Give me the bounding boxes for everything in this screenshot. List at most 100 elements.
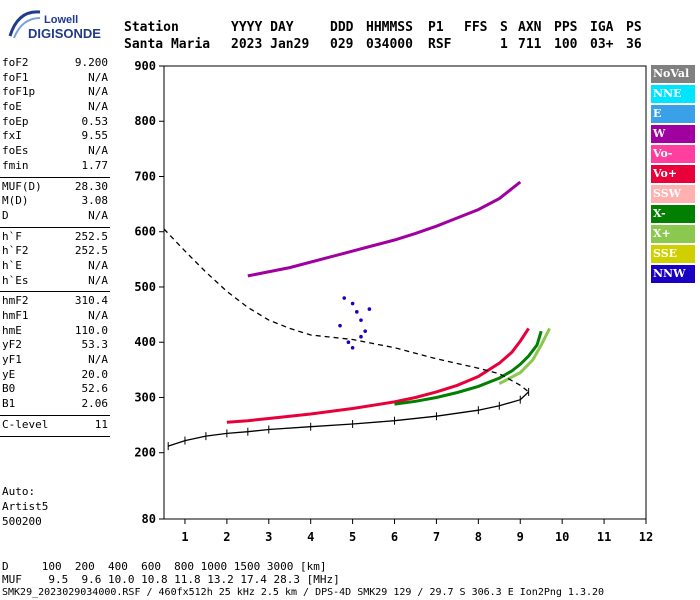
param-row: hmF1 N/A <box>0 309 112 324</box>
x-tick-label: 1 <box>181 530 188 544</box>
param-row: yF1 N/A <box>0 353 112 368</box>
x-tick-label: 3 <box>265 530 272 544</box>
autoscaling-info: Auto: Artist5 500200 <box>2 484 48 529</box>
echo-point <box>350 345 355 350</box>
legend-item: NNE <box>651 85 695 105</box>
virtual-height-profile-line <box>167 391 530 447</box>
legend-item: W <box>651 125 695 145</box>
echo-trace <box>226 327 530 424</box>
header-value-iga: 03+ <box>590 37 614 52</box>
legend-item: X+ <box>651 225 695 245</box>
param-name: MUF(D) <box>2 179 42 193</box>
header-value-date: 2023 Jan29 <box>231 37 310 52</box>
header-label-iga: IGA <box>590 20 614 35</box>
y-tick-label: 500 <box>134 280 156 294</box>
echo-trace <box>394 330 543 406</box>
param-value: 28.30 <box>74 179 108 193</box>
param-row: hmF2 310.4 <box>0 294 112 309</box>
params-separator <box>0 414 110 416</box>
param-row: h`F 252.5 <box>0 230 112 245</box>
param-row: M(D) 3.08 <box>0 194 112 209</box>
param-name: yF1 <box>2 353 22 367</box>
legend-item: Vo- <box>651 145 695 165</box>
legend-item: Vo+ <box>651 165 695 185</box>
echo-point <box>367 307 372 311</box>
header-value-station: Santa Maria <box>124 37 211 52</box>
param-value: 9.55 <box>81 129 109 143</box>
header-label-s: S <box>500 20 508 35</box>
logo-swoosh-icon <box>8 10 41 39</box>
logo-line2: DIGISONDE <box>28 26 101 41</box>
footer-file-info: SMK29_2023029034000.RSF / 460fx512h 25 k… <box>2 587 605 598</box>
param-row: foF1 N/A <box>0 71 112 86</box>
param-value: N/A <box>88 70 108 84</box>
echo-point <box>363 329 367 333</box>
header-label-ps: PS <box>626 20 642 35</box>
y-tick-label: 700 <box>134 169 156 183</box>
param-value: N/A <box>88 309 108 322</box>
echo-point <box>355 310 359 314</box>
params-separator <box>0 176 110 178</box>
echo-trace <box>247 180 522 278</box>
param-value: 20.0 <box>81 367 109 381</box>
header-value-axn: 711 <box>518 37 542 52</box>
y-tick-label: 900 <box>134 59 156 73</box>
param-name: hmF1 <box>2 309 29 322</box>
param-name: B1 <box>2 397 16 411</box>
y-tick-label: 600 <box>134 225 156 239</box>
param-row: B0 52.6 <box>0 382 112 397</box>
echo-point <box>359 334 363 339</box>
param-value: 52.6 <box>81 382 109 396</box>
header-label-yyyyday: YYYY DAY <box>231 20 294 35</box>
param-row: fmin 1.77 <box>0 159 112 174</box>
header-label-ddd: DDD <box>330 20 354 35</box>
header-label-pps: PPS <box>554 20 578 35</box>
param-name: foEp <box>2 114 29 128</box>
param-value: 252.5 <box>74 244 108 258</box>
param-row: foE N/A <box>0 100 112 115</box>
header-label-p1: P1 <box>428 20 444 35</box>
echo-point <box>346 340 351 345</box>
legend-item: E <box>651 105 695 125</box>
param-row: yE 20.0 <box>0 368 112 383</box>
auto-program: Artist5 <box>2 500 49 513</box>
y-tick-label: 80 <box>142 512 156 526</box>
legend-item: SSE <box>651 245 695 265</box>
param-name: C-level <box>2 417 49 431</box>
echo-point <box>338 323 342 328</box>
param-value: N/A <box>88 85 108 99</box>
x-tick-label: 11 <box>597 530 611 544</box>
param-value: N/A <box>88 100 108 114</box>
param-row: h`E N/A <box>0 259 112 274</box>
param-name: foE <box>2 100 22 114</box>
param-row: yF2 53.3 <box>0 338 112 353</box>
echo-point <box>350 301 355 306</box>
param-name: hmE <box>2 323 22 337</box>
echo-point <box>342 296 347 300</box>
param-name: hmF2 <box>2 294 29 308</box>
param-value: 1.77 <box>81 158 109 172</box>
echo-point <box>359 318 363 322</box>
param-value: N/A <box>88 208 108 222</box>
header-value-ps: 36 <box>626 37 642 52</box>
y-tick-label: 400 <box>134 335 156 349</box>
param-value: 0.53 <box>81 114 109 128</box>
param-row: hmE 110.0 <box>0 324 112 339</box>
param-name: foF1 <box>2 70 29 84</box>
digisonde-logo: Lowell DIGISONDE <box>4 4 124 44</box>
param-row: h`F2 252.5 <box>0 244 112 259</box>
header-value-p1: RSF <box>428 37 452 52</box>
x-tick-label: 2 <box>223 530 230 544</box>
header-label-axn: AXN <box>518 20 542 35</box>
param-name: foF2 <box>2 56 29 69</box>
param-value: 252.5 <box>74 229 108 243</box>
x-tick-label: 10 <box>555 530 569 544</box>
header-value-time: 034000 <box>366 37 413 52</box>
polarization-legend: NoVal NNE E W Vo- Vo+ SSW X- X+ SSE NNW <box>651 65 695 285</box>
legend-item: X- <box>651 205 695 225</box>
x-tick-label: 5 <box>349 530 356 544</box>
plot-frame <box>163 65 647 520</box>
echo-trace <box>498 327 551 386</box>
param-name: h`E <box>2 258 22 272</box>
